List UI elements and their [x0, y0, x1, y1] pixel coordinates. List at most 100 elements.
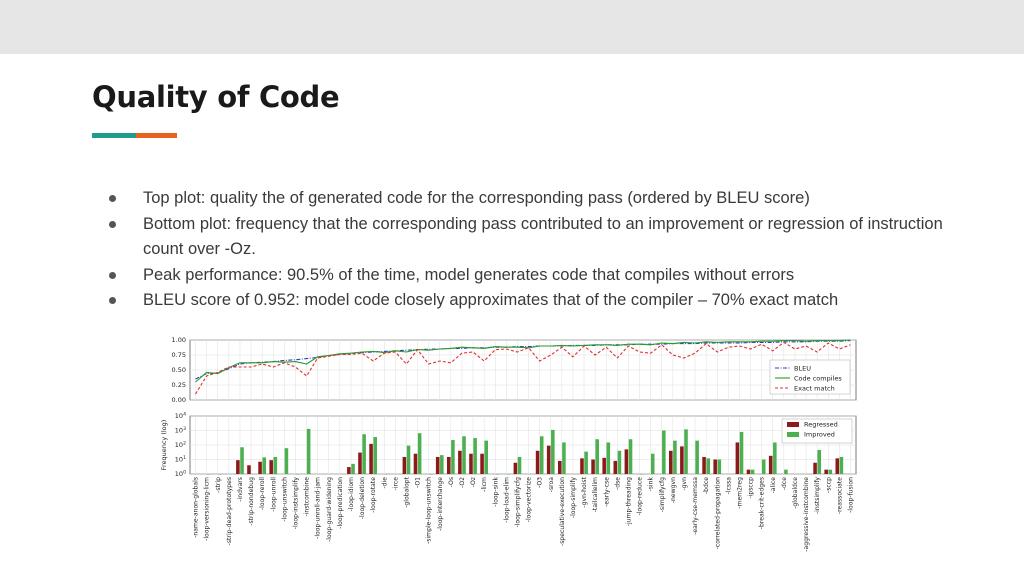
bar-regressed [535, 450, 540, 474]
bar-improved [684, 429, 688, 474]
x-tick-label: -licm [481, 477, 488, 492]
x-tick-label: -loop-reduce [637, 477, 644, 516]
x-tick-label: -loop-load-elim [503, 477, 510, 523]
bar-improved [673, 440, 677, 474]
bar-improved [384, 474, 389, 475]
bar-improved [462, 436, 466, 474]
x-tick-label: -alice [770, 477, 777, 494]
bar-improved [750, 469, 755, 474]
bar-improved [595, 439, 599, 474]
legend-label: Exact match [794, 384, 835, 392]
x-tick-label: -strip-dead-prototypes [226, 477, 233, 545]
x-tick-label: -simplifycfg [659, 477, 666, 512]
bottom-y-tick-label: 103 [175, 426, 186, 435]
x-tick-label: -loop-idiom [348, 477, 355, 511]
x-tick-label: -sccp [825, 477, 832, 493]
bottom-y-tick-label: 101 [175, 455, 186, 464]
bar-regressed [768, 455, 773, 474]
x-tick-label: -early-cse-memssa [692, 477, 699, 535]
bar-improved [517, 456, 522, 474]
x-tick-label: -gvn-hoist [581, 476, 588, 507]
bullet-list: Top plot: quality the of generated code … [106, 186, 986, 314]
bullet-dot-icon [109, 297, 116, 304]
bar-improved [839, 456, 844, 474]
x-tick-label: -loop-rotate [370, 477, 377, 513]
bottom-y-axis-label: Frequency (log) [160, 420, 168, 471]
bar-regressed [369, 443, 373, 474]
bar-regressed [735, 442, 740, 474]
bar-improved [506, 474, 511, 475]
bar-regressed [435, 456, 440, 474]
bar-improved [440, 455, 444, 474]
x-tick-label: -sroa [548, 477, 555, 492]
x-tick-label: -reassociate [836, 477, 843, 514]
bullet-item: Top plot: quality the of generated code … [106, 186, 986, 212]
bar-regressed [746, 469, 751, 474]
x-tick-label: -loop-sink [492, 477, 499, 507]
x-tick-label: -loop-predication [337, 477, 344, 529]
bullet-text: BLEU score of 0.952: model code closely … [143, 291, 839, 309]
top-y-tick-label: 1.00 [172, 336, 186, 344]
bar-improved [606, 442, 611, 474]
x-tick-label: -loop-fusion [847, 477, 854, 513]
x-tick-label: -loop-instsimplify [292, 477, 299, 530]
bar-improved [539, 436, 544, 474]
bar-regressed [513, 462, 518, 474]
x-tick-label: -loop-unroll [270, 477, 277, 512]
bar-improved [473, 438, 477, 474]
x-tick-label: -Oz [470, 477, 477, 487]
bullet-item: Peak performance: 90.5% of the time, mod… [106, 263, 986, 289]
bar-improved [362, 434, 366, 474]
bar-regressed [358, 452, 362, 474]
bar-improved [617, 450, 622, 474]
bar-regressed [236, 460, 240, 474]
bottom-y-tick-label: 100 [175, 470, 186, 479]
bar-improved [628, 439, 633, 474]
top-y-tick-label: 0.75 [172, 351, 186, 359]
accent-bar-teal [92, 133, 136, 138]
top-y-tick-label: 0.25 [172, 381, 186, 389]
bar-improved [417, 433, 422, 474]
series-line-bleu [195, 340, 851, 380]
series-line-exact-match [195, 341, 851, 395]
bar-regressed [546, 445, 551, 474]
bar-improved [428, 474, 433, 475]
x-tick-label: -strip [215, 477, 222, 493]
x-tick-label: -aggressive-instcombine [803, 477, 810, 552]
bar-improved [218, 474, 222, 475]
x-tick-label: -mem2reg [736, 477, 743, 509]
bar-regressed [580, 458, 584, 474]
accent-bar-orange [136, 133, 177, 138]
bar-improved [306, 428, 311, 474]
bar-improved [706, 458, 710, 474]
x-tick-label: -loop-unswitch [281, 477, 288, 522]
legend-label: Code compiles [794, 374, 842, 382]
x-tick-label: -speculative-execution [559, 477, 566, 546]
x-tick-label: -indvars [237, 477, 244, 502]
x-tick-label: -O3 [537, 477, 544, 488]
x-tick-label: -name-anon-globals [193, 477, 200, 538]
bar-improved [828, 469, 833, 474]
bar-regressed [813, 462, 817, 474]
bar-regressed [713, 459, 717, 474]
bar-improved [484, 440, 488, 474]
x-tick-label: -dce [781, 477, 788, 490]
x-tick-label: -break-crit-edges [759, 477, 766, 529]
bottom-y-tick-label: 104 [175, 412, 186, 421]
x-tick-label: -jump-threading [625, 477, 632, 526]
series-line-code-compiles [195, 339, 851, 383]
x-tick-label: -lcssa [725, 477, 732, 495]
bar-regressed [347, 467, 351, 474]
bullet-text: Top plot: quality the of generated code … [143, 189, 810, 207]
x-tick-label: -dse [614, 477, 621, 490]
bar-improved [584, 451, 588, 474]
bullet-item: Bottom plot: frequency that the correspo… [106, 212, 986, 263]
x-tick-label: -Os [448, 477, 455, 487]
legend-label: Improved [804, 430, 835, 438]
bar-improved [784, 469, 788, 474]
x-tick-label: -loop-simplify [570, 477, 577, 519]
bar-regressed [558, 460, 562, 474]
bullet-text: Bottom plot: frequency that the correspo… [143, 214, 943, 259]
bar-improved [240, 447, 244, 474]
bar-regressed [835, 458, 840, 474]
